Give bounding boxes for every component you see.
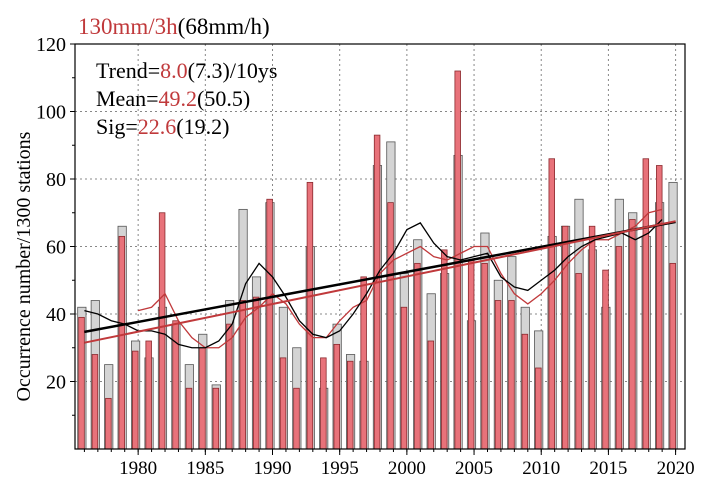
bar-red: [400, 306, 408, 450]
sig-stat: Sig=22.6(19.2): [96, 114, 229, 140]
x-tick-label: 1990: [254, 458, 292, 479]
bar-red: [132, 350, 139, 450]
x-tick-label: 1995: [321, 458, 359, 479]
y-axis-label: Occurrence number/1300 stations: [13, 131, 35, 401]
mean-value: 49.2: [158, 86, 198, 111]
bar-red: [548, 158, 555, 450]
bar-red: [118, 235, 126, 450]
bar-red: [615, 246, 623, 450]
title-red-part: 130mm/3h: [78, 14, 178, 39]
bar-red: [266, 198, 273, 450]
trend-red-line: [84, 220, 676, 344]
trend-label: Trend=: [96, 58, 161, 83]
bar-red: [279, 357, 287, 450]
bar-red: [78, 316, 85, 450]
y-tick-label: 80: [46, 169, 66, 191]
sig-label: Sig=: [96, 114, 138, 139]
trend-stat: Trend=8.0(7.3)/10ys: [96, 58, 278, 84]
smoothed-black-line: [84, 219, 663, 349]
bar-red: [642, 158, 650, 450]
sig-value: 22.6: [137, 114, 177, 139]
trend-value: 8.0: [160, 58, 188, 83]
x-tick-label: 2005: [455, 458, 493, 479]
y-tick-label: 100: [36, 102, 66, 124]
bar-red: [427, 340, 435, 450]
y-tick-label: 40: [46, 304, 66, 326]
bar-red: [91, 354, 99, 450]
bar-red: [226, 323, 233, 450]
mean-rest: (50.5): [197, 86, 251, 111]
bar-red: [535, 367, 542, 450]
bar-red: [669, 262, 676, 450]
bar-red: [629, 219, 636, 450]
x-tick-label: 2000: [388, 458, 426, 479]
bar-red: [508, 300, 515, 450]
bar-red: [602, 269, 609, 450]
x-tick-label: 1985: [186, 458, 224, 479]
bar-red: [481, 262, 488, 450]
chart-title: 130mm/3h(68mm/h): [78, 14, 270, 40]
bar-red: [656, 165, 663, 450]
title-black-part: (68mm/h): [177, 14, 270, 39]
bar-red: [575, 273, 582, 450]
bar-red: [105, 397, 112, 450]
y-tick-label: 60: [46, 237, 66, 259]
mean-label: Mean=: [96, 86, 159, 111]
sig-rest: (19.2): [176, 114, 230, 139]
bar-red: [293, 387, 300, 450]
bar-red: [441, 249, 448, 450]
bar-red: [199, 347, 206, 450]
smoothed-red-line: [137, 208, 663, 349]
bar-red: [185, 387, 193, 450]
bar-red: [158, 212, 166, 450]
x-tick-label: 1980: [119, 458, 157, 479]
bar-red: [252, 296, 260, 450]
y-tick-label: 120: [36, 34, 66, 56]
x-tick-label: 2020: [657, 458, 695, 479]
x-tick-label: 2010: [522, 458, 560, 479]
bar-red: [373, 134, 381, 450]
bar-red: [588, 225, 596, 450]
y-tick-label: 20: [46, 372, 66, 394]
bar-red: [347, 360, 354, 450]
bar-red: [306, 181, 314, 450]
bar-red: [467, 259, 475, 450]
bar-red: [521, 333, 529, 450]
bar-red: [494, 300, 502, 450]
x-tick-label: 2015: [589, 458, 627, 479]
mean-stat: Mean=49.2(50.5): [96, 86, 250, 112]
bar-red: [145, 340, 152, 450]
trend-black-line: [84, 220, 676, 334]
bar-red: [387, 202, 394, 450]
bar-red: [414, 262, 421, 450]
bar-red: [320, 357, 327, 450]
trend-rest: (7.3)/10ys: [187, 58, 278, 83]
bar-red: [333, 343, 341, 450]
bar-red: [212, 387, 220, 450]
